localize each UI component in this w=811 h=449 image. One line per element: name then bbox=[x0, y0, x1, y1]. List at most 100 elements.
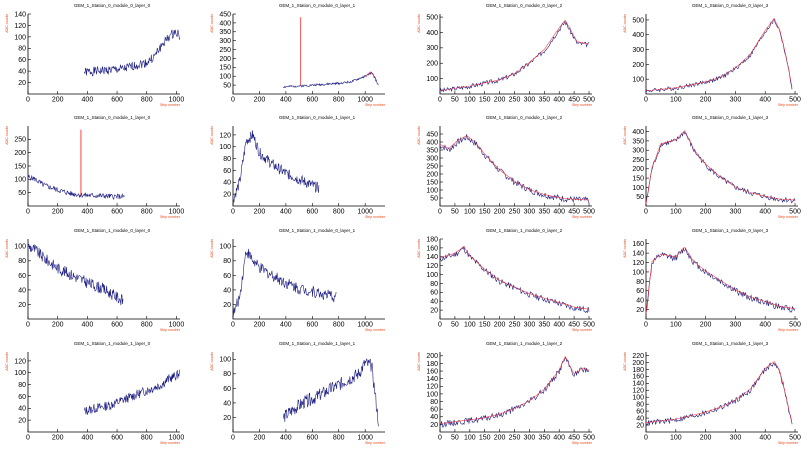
x-axis-label: Strip number bbox=[160, 328, 181, 332]
y-tick-label: 60 bbox=[18, 394, 26, 401]
y-tick-label: 80 bbox=[430, 281, 438, 288]
x-tick-label: 200 bbox=[700, 322, 712, 329]
x-tick-label: 1000 bbox=[357, 435, 373, 442]
x-tick-label: 250 bbox=[509, 209, 521, 216]
x-tick-label: 0 bbox=[26, 209, 30, 216]
y-tick-label: 250 bbox=[219, 47, 231, 54]
x-axis-label: Strip number bbox=[572, 215, 593, 219]
y-tick-label: 200 bbox=[426, 61, 438, 68]
histogram-panel: GEM_1_Station_0_module_0_layer_0 20 40 60 80… bbox=[0, 0, 190, 107]
y-tick-label: 120 bbox=[219, 132, 231, 139]
x-axis-label: Strip number bbox=[365, 103, 386, 107]
axis-frame bbox=[27, 126, 180, 207]
y-tick-label: 150 bbox=[426, 179, 438, 186]
y-axis-label: ADC counts bbox=[5, 239, 9, 258]
y-tick-label: 120 bbox=[426, 384, 438, 391]
axis-frame bbox=[27, 352, 180, 433]
x-tick-label: 150 bbox=[479, 97, 491, 104]
chart-title: GEM_1_Station_1_module_0_layer_0 bbox=[74, 228, 151, 233]
histogram-chart: GEM_1_Station_0_module_1_layer_0 50 100 150… bbox=[5, 115, 184, 219]
y-axis-label: ADC counts bbox=[623, 352, 627, 371]
histogram-panel: GEM_1_Station_1_module_1_layer_3 20 40 60 80… bbox=[618, 338, 808, 445]
histogram-chart: GEM_1_Station_1_module_1_layer_0 20 40 60 80… bbox=[5, 341, 185, 445]
x-axis-label: Strip number bbox=[778, 441, 799, 445]
x-tick-label: 600 bbox=[111, 322, 123, 329]
series-line bbox=[84, 369, 181, 415]
x-tick-label: 300 bbox=[524, 209, 536, 216]
y-tick-label: 180 bbox=[632, 367, 644, 374]
y-tick-label: 40 bbox=[223, 400, 231, 407]
chart-title: GEM_1_Station_1_module_1_layer_3 bbox=[692, 341, 769, 346]
x-tick-label: 0 bbox=[231, 97, 235, 104]
chart-title: GEM_1_Station_0_module_0_layer_2 bbox=[486, 3, 563, 8]
x-tick-label: 200 bbox=[254, 322, 266, 329]
chart-title: GEM_1_Station_1_module_1_layer_0 bbox=[74, 341, 151, 346]
overlay-line bbox=[645, 246, 796, 314]
y-tick-label: 100 bbox=[426, 272, 438, 279]
x-tick-label: 500 bbox=[583, 209, 595, 216]
x-tick-label: 300 bbox=[730, 209, 742, 216]
y-tick-label: 60 bbox=[430, 290, 438, 297]
axis-frame bbox=[27, 14, 180, 95]
x-tick-label: 600 bbox=[306, 322, 318, 329]
x-tick-label: 350 bbox=[538, 97, 550, 104]
x-axis-label: Strip number bbox=[160, 441, 181, 445]
y-tick-label: 250 bbox=[632, 157, 644, 164]
y-tick-label: 400 bbox=[426, 139, 438, 146]
overlay-line bbox=[439, 135, 590, 201]
y-tick-label: 20 bbox=[18, 80, 26, 87]
x-tick-label: 1000 bbox=[357, 322, 373, 329]
series-line bbox=[232, 130, 320, 203]
y-tick-label: 20 bbox=[223, 192, 231, 199]
x-tick-label: 200 bbox=[52, 322, 64, 329]
x-tick-label: 100 bbox=[670, 209, 682, 216]
histogram-panel: GEM_1_Station_1_module_1_layer_1 20 40 60 80… bbox=[205, 338, 395, 445]
y-tick-label: 80 bbox=[18, 258, 26, 265]
y-tick-label: 100 bbox=[14, 34, 26, 41]
y-tick-label: 80 bbox=[223, 258, 231, 265]
x-tick-label: 500 bbox=[789, 322, 801, 329]
x-tick-label: 350 bbox=[538, 322, 550, 329]
x-tick-label: 250 bbox=[509, 322, 521, 329]
x-tick-label: 800 bbox=[141, 209, 153, 216]
x-tick-label: 400 bbox=[759, 435, 771, 442]
series-line bbox=[283, 71, 379, 88]
y-tick-label: 200 bbox=[632, 166, 644, 173]
x-tick-label: 800 bbox=[333, 322, 345, 329]
y-tick-label: 120 bbox=[632, 388, 644, 395]
x-axis-label: Strip number bbox=[572, 328, 593, 332]
x-tick-label: 450 bbox=[568, 97, 580, 104]
y-tick-label: 40 bbox=[18, 69, 26, 76]
y-tick-label: 50 bbox=[636, 194, 644, 201]
x-axis-label: Strip number bbox=[572, 441, 593, 445]
axis-frame bbox=[27, 239, 180, 320]
y-tick-label: 60 bbox=[636, 288, 644, 295]
x-tick-label: 0 bbox=[26, 97, 30, 104]
x-tick-label: 400 bbox=[759, 97, 771, 104]
x-tick-label: 0 bbox=[26, 435, 30, 442]
series-line bbox=[645, 362, 793, 426]
y-axis-label: ADC counts bbox=[623, 239, 627, 258]
series-line bbox=[645, 18, 793, 93]
histogram-panel: GEM_1_Station_1_module_0_layer_1 20 40 60 80… bbox=[205, 225, 395, 332]
y-tick-label: 80 bbox=[223, 371, 231, 378]
series-line bbox=[84, 29, 181, 77]
x-tick-label: 1000 bbox=[169, 435, 185, 442]
series-line bbox=[27, 243, 124, 306]
y-tick-label: 40 bbox=[18, 406, 26, 413]
chart-title: GEM_1_Station_0_module_0_layer_1 bbox=[279, 3, 356, 8]
series-line bbox=[439, 245, 590, 314]
series-line bbox=[439, 20, 590, 93]
y-tick-label: 50 bbox=[430, 195, 438, 202]
x-tick-label: 500 bbox=[583, 97, 595, 104]
x-tick-label: 200 bbox=[494, 97, 506, 104]
y-tick-label: 40 bbox=[430, 414, 438, 421]
y-tick-label: 140 bbox=[426, 376, 438, 383]
x-tick-label: 500 bbox=[789, 97, 801, 104]
chart-title: GEM_1_Station_0_module_1_layer_2 bbox=[486, 115, 563, 120]
y-axis-label: ADC counts bbox=[5, 14, 9, 33]
y-axis-label: ADC counts bbox=[417, 126, 421, 145]
y-tick-label: 250 bbox=[14, 137, 26, 144]
x-tick-label: 800 bbox=[141, 97, 153, 104]
